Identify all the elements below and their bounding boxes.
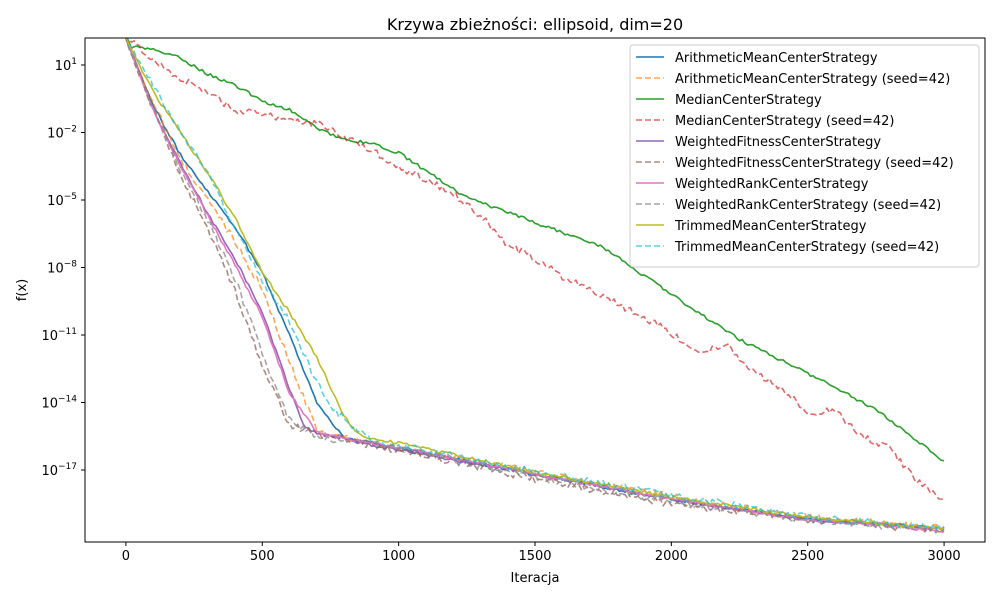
series-line xyxy=(125,38,945,535)
series-line xyxy=(126,38,945,462)
legend-box xyxy=(629,44,980,268)
legend-label: WeightedRankCenterStrategy xyxy=(675,177,869,192)
y-axis-title: f(x) xyxy=(15,279,30,301)
series-line xyxy=(125,38,945,533)
y-tick-label: 10−17 xyxy=(41,462,77,479)
legend: ArithmeticMeanCenterStrategy ArithmeticMe… xyxy=(629,44,980,268)
legend-label: WeightedRankCenterStrategy (seed=42) xyxy=(675,198,941,213)
series-line xyxy=(128,38,945,501)
legend-label: TrimmedMeanCenterStrategy xyxy=(674,219,867,234)
series-line xyxy=(126,38,945,531)
plot-frame xyxy=(84,37,986,543)
x-tick-label: 2500 xyxy=(791,549,824,564)
legend-label: MedianCenterStrategy xyxy=(675,93,822,108)
y-tick-label: 101 xyxy=(55,57,77,74)
legend-label: ArithmeticMeanCenterStrategy xyxy=(675,51,878,66)
y-tick-label: 10−14 xyxy=(41,395,77,412)
legend-label: MedianCenterStrategy (seed=42) xyxy=(675,114,894,129)
series-layer xyxy=(125,38,945,535)
x-tick-label: 1000 xyxy=(382,549,415,564)
legend-label: WeightedFitnessCenterStrategy (seed=42) xyxy=(675,156,954,171)
x-tick-label: 2000 xyxy=(655,549,688,564)
legend-label: ArithmeticMeanCenterStrategy (seed=42) xyxy=(675,72,950,87)
x-tick-label: 0 xyxy=(122,549,130,564)
tick-layer: 0 500 1000 1500 2000 2500 3000 101 10−2 10−5 10−8 1… xyxy=(41,57,960,564)
y-tick-label: 10−11 xyxy=(41,327,77,344)
y-tick-label: 10−2 xyxy=(47,125,77,142)
x-tick-label: 500 xyxy=(250,549,275,564)
chart-title: Krzywa zbieżności: ellipsoid, dim=20 xyxy=(387,15,683,34)
legend-label: WeightedFitnessCenterStrategy xyxy=(675,135,881,150)
x-tick-label: 1500 xyxy=(518,549,551,564)
x-axis-title: Iteracja xyxy=(511,571,560,586)
series-line xyxy=(125,38,945,533)
x-tick-label: 3000 xyxy=(928,549,961,564)
y-tick-label: 10−5 xyxy=(47,192,77,209)
y-tick-label: 10−8 xyxy=(47,260,77,277)
legend-label: TrimmedMeanCenterStrategy (seed=42) xyxy=(674,240,939,255)
